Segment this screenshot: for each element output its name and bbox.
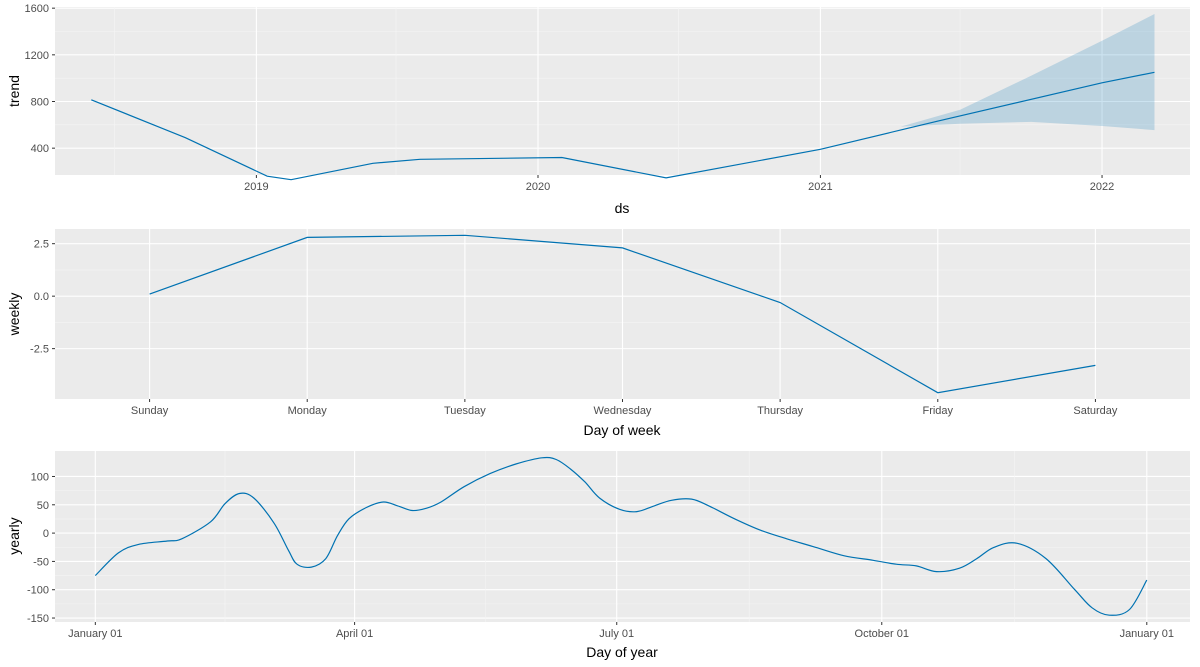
y-tick-label: 0 bbox=[43, 528, 49, 540]
x-tick-label: April 01 bbox=[336, 628, 373, 640]
yearly-line bbox=[94, 456, 1148, 616]
yearly-panel-background bbox=[55, 451, 1190, 622]
trend-x-axis-title: ds bbox=[615, 200, 630, 216]
x-tick-label: Tuesday bbox=[444, 405, 486, 417]
yearly-y-axis-title: yearly bbox=[6, 517, 22, 554]
trend-panel-background bbox=[55, 7, 1190, 175]
y-tick-label: 800 bbox=[31, 97, 49, 109]
x-tick-label: Sunday bbox=[131, 405, 169, 417]
y-tick-label: -2.5 bbox=[30, 344, 49, 356]
trend-y-axis-title: trend bbox=[6, 75, 22, 107]
weekly-line bbox=[149, 234, 1096, 394]
weekly-y-axis-title: weekly bbox=[6, 293, 22, 337]
x-tick-label: Thursday bbox=[757, 405, 803, 417]
x-tick-label: Monday bbox=[288, 405, 328, 417]
x-tick-label: 2021 bbox=[808, 181, 832, 193]
x-tick-label: January 01 bbox=[1120, 628, 1174, 640]
yearly-ticks: 100 50 0 -50 -100 -150 January 01 April 01 July … bbox=[27, 471, 1174, 640]
weekly-gridlines bbox=[55, 229, 1190, 399]
yearly-gridlines bbox=[55, 451, 1190, 622]
trend-gridlines bbox=[55, 7, 1190, 175]
y-tick-label: -150 bbox=[27, 613, 49, 625]
yearly-x-axis-title: Day of year bbox=[586, 644, 658, 660]
trend-ticks: 400 800 1200 1600 2019 2020 2021 2022 bbox=[25, 3, 1115, 193]
x-tick-label: October 01 bbox=[855, 628, 909, 640]
trend-uncertainty-band bbox=[900, 14, 1155, 131]
trend-panel: 400 800 1200 1600 2019 2020 2021 2022 ds trend bbox=[6, 3, 1190, 216]
y-tick-label: -50 bbox=[33, 556, 49, 568]
x-tick-label: 2022 bbox=[1090, 181, 1114, 193]
y-tick-label: 100 bbox=[31, 471, 49, 483]
y-tick-label: -100 bbox=[27, 585, 49, 597]
x-tick-label: Saturday bbox=[1073, 405, 1118, 417]
y-tick-label: 2.5 bbox=[34, 239, 49, 251]
weekly-ticks: 2.5 0.0 -2.5 Sunday Monday Tuesday Wednesday Th… bbox=[30, 239, 1118, 417]
trend-line bbox=[91, 71, 1155, 181]
y-tick-label: 1600 bbox=[25, 3, 49, 15]
weekly-panel: 2.5 0.0 -2.5 Sunday Monday Tuesday Wednesday Th… bbox=[6, 229, 1190, 438]
yearly-panel: 100 50 0 -50 -100 -150 January 01 April 01 July … bbox=[6, 451, 1190, 660]
y-tick-label: 400 bbox=[31, 143, 49, 155]
x-tick-label: 2020 bbox=[526, 181, 550, 193]
y-tick-label: 0.0 bbox=[34, 291, 49, 303]
x-tick-label: Wednesday bbox=[594, 405, 652, 417]
weekly-x-axis-title: Day of week bbox=[583, 422, 661, 438]
x-tick-label: January 01 bbox=[68, 628, 122, 640]
x-tick-label: July 01 bbox=[599, 628, 634, 640]
x-tick-label: 2019 bbox=[244, 181, 268, 193]
x-tick-label: Friday bbox=[922, 405, 953, 417]
y-tick-label: 1200 bbox=[25, 50, 49, 62]
y-tick-label: 50 bbox=[37, 500, 49, 512]
